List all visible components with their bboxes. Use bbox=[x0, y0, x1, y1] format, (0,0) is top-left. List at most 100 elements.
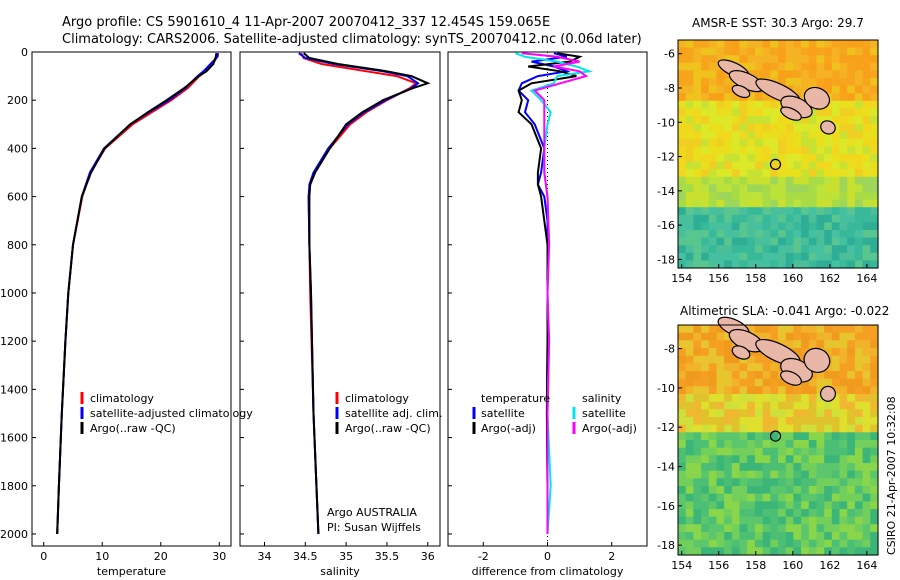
map-cell bbox=[731, 424, 741, 433]
map-cell bbox=[747, 486, 756, 495]
map-cell bbox=[678, 161, 687, 170]
map-cell bbox=[824, 463, 833, 472]
map-cell bbox=[701, 486, 710, 495]
map-cell bbox=[747, 230, 756, 239]
map-cell bbox=[747, 207, 756, 216]
map-cell bbox=[785, 432, 794, 441]
map-cell bbox=[701, 55, 710, 64]
map-cell bbox=[678, 245, 687, 254]
map-cell bbox=[739, 394, 748, 403]
map-cell bbox=[793, 131, 802, 140]
map-cell bbox=[824, 214, 833, 223]
map-cell bbox=[762, 386, 771, 395]
map-cell bbox=[747, 131, 756, 140]
map-cell bbox=[831, 123, 841, 132]
map-cell bbox=[693, 100, 702, 109]
map-cell bbox=[839, 55, 848, 64]
map-cell bbox=[785, 417, 794, 426]
map-cell bbox=[847, 55, 856, 64]
map-cell bbox=[808, 62, 818, 71]
map-cell bbox=[762, 131, 771, 140]
map-cell bbox=[747, 176, 756, 185]
map-cell bbox=[778, 237, 787, 246]
map-cell bbox=[847, 401, 856, 410]
map-cell bbox=[708, 355, 718, 364]
map-cell bbox=[785, 447, 794, 456]
map-cell bbox=[701, 332, 710, 341]
map-cell bbox=[808, 146, 818, 155]
map-cell bbox=[778, 123, 787, 132]
map-cell bbox=[793, 192, 802, 201]
map-cell bbox=[793, 214, 802, 223]
map-cell bbox=[847, 371, 856, 380]
map-cell bbox=[770, 524, 779, 533]
map-cell bbox=[808, 493, 818, 502]
y-tick-label: 1400 bbox=[0, 383, 28, 396]
series-line-argo bbox=[303, 52, 431, 535]
map-cell bbox=[785, 176, 794, 185]
map-cell bbox=[778, 532, 787, 541]
map-cell bbox=[739, 116, 748, 125]
map-cell bbox=[739, 509, 748, 518]
map-cell bbox=[685, 355, 694, 364]
map-cell bbox=[754, 123, 764, 132]
map-cell bbox=[801, 447, 810, 456]
series-line-climatology bbox=[300, 52, 419, 535]
map-cell bbox=[724, 40, 733, 49]
map-cell bbox=[716, 207, 725, 216]
map-cell bbox=[831, 100, 841, 109]
map-cell bbox=[724, 169, 733, 178]
map-cell bbox=[724, 47, 733, 56]
map-cell bbox=[716, 93, 725, 102]
map-cell bbox=[808, 501, 818, 510]
map-cell bbox=[701, 501, 710, 510]
map-cell bbox=[862, 47, 871, 56]
map-cell bbox=[708, 252, 718, 261]
map-cell bbox=[678, 486, 687, 495]
map-cell bbox=[816, 62, 825, 71]
map-cell bbox=[678, 478, 687, 487]
map-cell bbox=[708, 138, 718, 147]
map-cell bbox=[724, 237, 733, 246]
map-cell bbox=[854, 532, 864, 541]
map-cell bbox=[708, 260, 718, 269]
map-cell bbox=[716, 394, 725, 403]
map-cell bbox=[793, 40, 802, 49]
map-cell bbox=[701, 230, 710, 239]
series-line-climatology bbox=[56, 53, 218, 535]
map-cell bbox=[770, 424, 779, 433]
map-cell bbox=[847, 169, 856, 178]
map-cell bbox=[831, 478, 841, 487]
map-cell bbox=[801, 207, 810, 216]
map-cell bbox=[785, 138, 794, 147]
map-cell bbox=[685, 146, 694, 155]
map-cell bbox=[685, 78, 694, 87]
map-cell bbox=[739, 440, 748, 449]
map-cell bbox=[854, 78, 864, 87]
map-cell bbox=[762, 394, 771, 403]
map-cell bbox=[724, 486, 733, 495]
map-cell bbox=[708, 100, 718, 109]
map-cell bbox=[831, 252, 841, 261]
map-cell bbox=[678, 332, 687, 341]
map-cell bbox=[708, 325, 718, 334]
map-cell bbox=[693, 252, 702, 261]
map-cell bbox=[678, 62, 687, 71]
x-tick-label: -2 bbox=[478, 550, 489, 563]
map-cell bbox=[808, 222, 818, 231]
map-cell bbox=[801, 230, 810, 239]
map-cell bbox=[862, 532, 871, 541]
map-cell bbox=[778, 78, 787, 87]
map-cell bbox=[731, 192, 741, 201]
map-cell bbox=[770, 192, 779, 201]
map-cell bbox=[693, 245, 702, 254]
map-cell bbox=[839, 539, 848, 548]
map-cell bbox=[685, 394, 694, 403]
map-cell bbox=[685, 532, 694, 541]
map-cell bbox=[785, 40, 794, 49]
map-cell bbox=[731, 207, 741, 216]
map-cell bbox=[816, 131, 825, 140]
map-cell bbox=[816, 371, 825, 380]
map-cell bbox=[824, 207, 833, 216]
map-cell bbox=[785, 199, 794, 208]
